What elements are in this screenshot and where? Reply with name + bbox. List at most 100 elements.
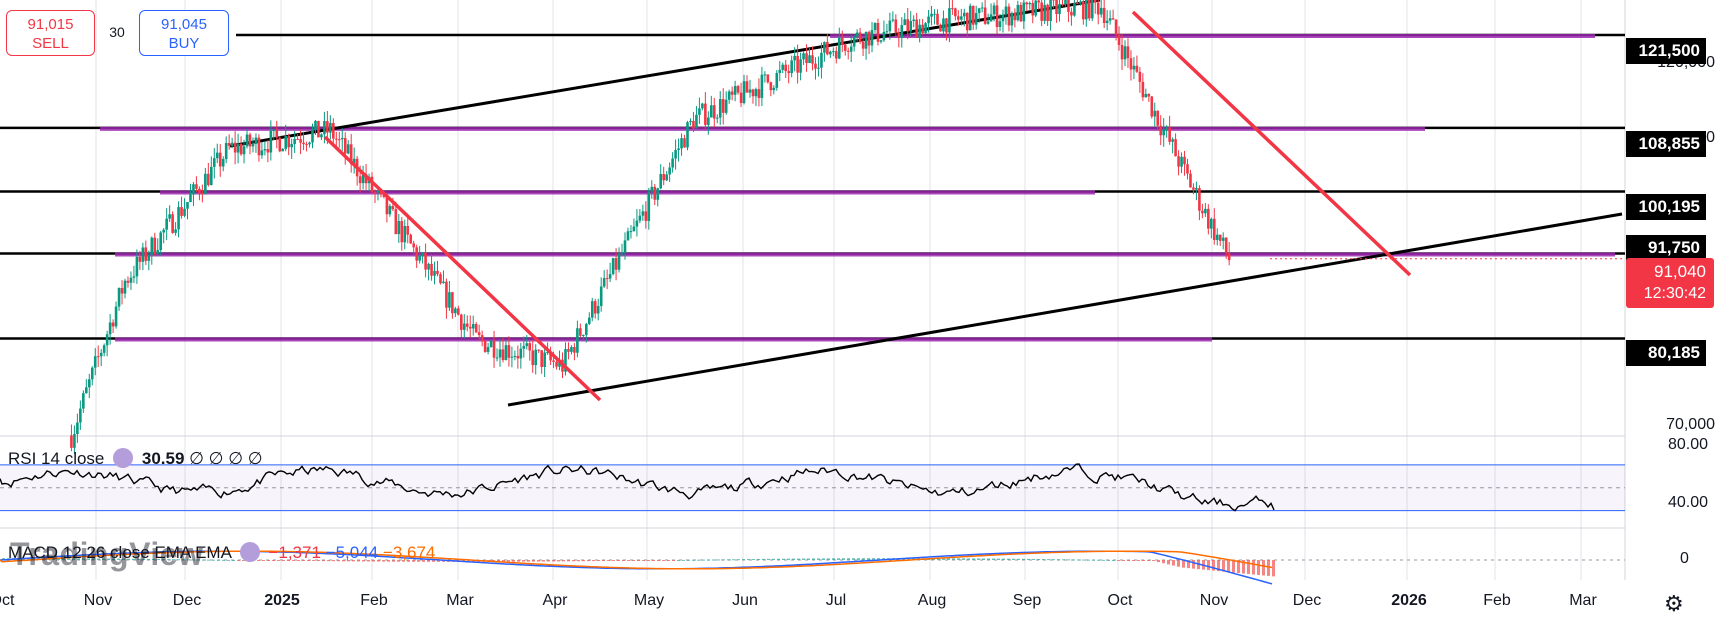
x-label: Jul — [825, 592, 847, 609]
macd-histogram-bar — [302, 560, 305, 561]
macd-signal-value: −3,674 — [382, 543, 436, 562]
rsi-legend[interactable]: RSI 14 close 30.59 ∅ ∅ ∅ ∅ — [8, 448, 263, 469]
macd-histogram-bar — [862, 558, 865, 560]
candle-body — [677, 148, 680, 150]
macd-histogram-bar — [1107, 559, 1110, 561]
candle-body — [111, 322, 115, 327]
indicator-settings-icon[interactable] — [239, 542, 260, 562]
candle-body — [1135, 65, 1139, 72]
indicator-settings-icon[interactable] — [113, 448, 134, 468]
macd-histogram-bar — [322, 560, 325, 562]
macd-histogram-bar — [507, 560, 510, 562]
candle-body — [701, 103, 704, 109]
candle-body — [236, 143, 240, 153]
price-label-108855: 108,855 — [1626, 131, 1706, 157]
macd-histogram-bar — [497, 560, 500, 562]
macd-histogram-bar — [1152, 560, 1155, 561]
macd-histogram-bar — [1227, 560, 1230, 573]
candle-body — [215, 152, 219, 159]
candle-body — [715, 117, 719, 119]
candle-body — [394, 209, 398, 235]
macd-histogram-bar — [1262, 560, 1265, 576]
macd-histogram-bar — [562, 560, 565, 562]
macd-histogram-bar — [747, 559, 750, 561]
candle-body — [198, 188, 201, 194]
candle-body — [522, 346, 526, 349]
macd-histogram-bar — [617, 560, 620, 561]
candle-body — [945, 18, 948, 33]
macd-histogram-bar — [292, 560, 295, 561]
macd-histogram-bar — [1042, 559, 1045, 561]
candle-body — [933, 13, 936, 15]
candle-body — [686, 122, 689, 148]
macd-histogram-bar — [662, 560, 665, 561]
macd-legend[interactable]: MACD 12 26 close EMA EMA −1,371 −5,044 −… — [8, 542, 435, 563]
candle-body — [329, 123, 332, 133]
candle-body — [739, 92, 743, 104]
candle-body — [995, 5, 999, 28]
candle-body — [1087, 0, 1091, 19]
rsi-tick-40: 40.00 — [1668, 494, 1709, 511]
macd-histogram-bar — [537, 560, 540, 562]
macd-histogram-bar — [1017, 558, 1020, 560]
candle-body — [1162, 129, 1165, 136]
candle-body — [623, 240, 627, 253]
candle-body — [245, 134, 249, 147]
candle-body — [1031, 2, 1035, 16]
macd-histogram-bar — [377, 560, 380, 562]
candle-body — [358, 176, 362, 184]
x-label: Oct — [0, 592, 15, 609]
candle-body — [730, 91, 734, 95]
macd-histogram-bar — [812, 558, 815, 560]
candle-body — [930, 13, 933, 17]
gear-icon[interactable]: ⚙ — [1664, 591, 1684, 616]
candle-body — [76, 422, 79, 435]
candle-body — [445, 281, 448, 308]
candle-body — [608, 274, 612, 279]
candle-body — [635, 220, 639, 227]
macd-histogram-bar — [757, 558, 760, 560]
candle-body — [867, 31, 871, 46]
candle-body — [1046, 4, 1049, 22]
candle-body — [1093, 0, 1097, 3]
macd-histogram-bar — [737, 559, 740, 561]
candle-body — [1010, 13, 1014, 26]
candle-body — [400, 221, 404, 243]
candle-body — [796, 55, 799, 73]
macd-histogram-bar — [1052, 559, 1055, 561]
candle-body — [1102, 7, 1106, 24]
macd-histogram-bar — [752, 559, 755, 561]
macd-histogram-bar — [1187, 560, 1190, 569]
candle-body — [921, 24, 924, 34]
macd-histogram-bar — [582, 560, 585, 562]
buy-button[interactable]: 91,045 BUY — [139, 10, 229, 56]
macd-histogram-bar — [682, 559, 685, 561]
sell-button[interactable]: 91,015 SELL — [6, 10, 95, 56]
macd-histogram-bar — [137, 558, 140, 560]
macd-histogram-bar — [982, 558, 985, 560]
candle-body — [528, 343, 532, 351]
candle-body — [418, 255, 421, 261]
macd-histogram-bar — [1037, 559, 1040, 561]
candle-body — [183, 208, 186, 216]
candle-body — [1043, 4, 1046, 21]
candle-body — [793, 55, 796, 61]
macd-histogram-bar — [817, 558, 820, 560]
candle-body — [918, 24, 921, 38]
macd-histogram-bar — [437, 560, 440, 562]
candle-body — [239, 143, 243, 155]
candle-body — [376, 190, 380, 193]
candle-body — [117, 288, 121, 307]
macd-histogram-bar — [1177, 560, 1180, 567]
candle-body — [1171, 139, 1174, 142]
macd-histogram-bar — [407, 560, 410, 562]
macd-histogram-bar — [277, 560, 280, 561]
macd-histogram-bar — [1007, 558, 1010, 560]
candle-body — [1156, 110, 1160, 126]
candle-body — [665, 174, 668, 181]
candle-body — [710, 105, 713, 118]
macd-histogram-bar — [827, 558, 830, 560]
macd-histogram-bar — [282, 560, 285, 561]
macd-histogram-bar — [822, 558, 825, 560]
